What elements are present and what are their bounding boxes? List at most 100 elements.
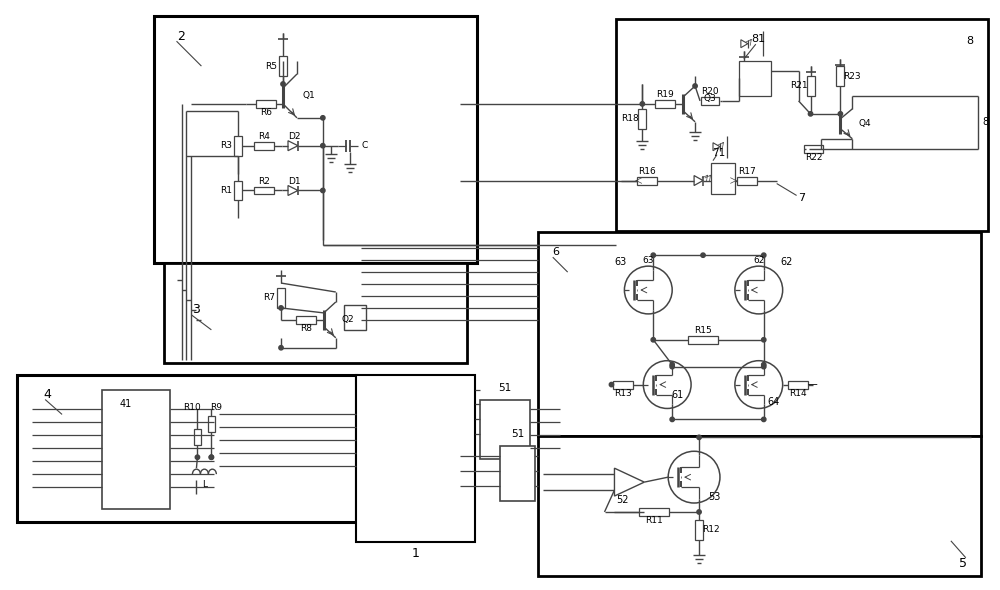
Text: 62: 62	[753, 255, 764, 265]
Text: 4: 4	[43, 388, 51, 401]
Bar	[538, 437, 981, 576]
Text: R11: R11	[645, 516, 663, 526]
Text: R21: R21	[790, 81, 807, 90]
Bar	[256, 100, 276, 108]
Bar	[279, 56, 287, 76]
Text: R9: R9	[210, 403, 222, 412]
Bar	[637, 176, 657, 185]
Polygon shape	[288, 141, 298, 150]
Text: 3: 3	[192, 303, 200, 316]
Text: Q1: Q1	[303, 91, 316, 100]
Text: C: C	[362, 141, 368, 150]
Text: 61: 61	[671, 389, 683, 399]
Bar	[154, 17, 477, 263]
Text: L: L	[202, 480, 207, 489]
Bar	[616, 19, 988, 231]
Bar	[277, 288, 285, 308]
Circle shape	[209, 455, 214, 460]
Bar	[639, 508, 669, 516]
Bar	[208, 417, 215, 432]
Circle shape	[609, 382, 614, 387]
Text: 51: 51	[511, 430, 524, 440]
Text: D2: D2	[288, 132, 300, 141]
Text: 7: 7	[798, 194, 805, 204]
Text: R5: R5	[265, 61, 277, 71]
Bar	[480, 399, 530, 459]
Circle shape	[651, 337, 655, 342]
Circle shape	[808, 112, 813, 116]
Circle shape	[668, 451, 720, 503]
Circle shape	[321, 116, 325, 120]
Text: R7: R7	[263, 293, 275, 303]
Bar	[254, 142, 274, 150]
Text: R12: R12	[702, 525, 720, 535]
Text: Q4: Q4	[858, 119, 871, 128]
Polygon shape	[694, 176, 703, 185]
Text: Q2: Q2	[342, 316, 354, 325]
Polygon shape	[614, 468, 644, 496]
Text: R3: R3	[220, 141, 232, 150]
Text: R14: R14	[789, 389, 806, 398]
Bar	[500, 446, 535, 501]
Circle shape	[762, 253, 766, 257]
Bar	[655, 100, 675, 108]
Bar	[638, 109, 646, 129]
Circle shape	[321, 188, 325, 193]
Text: R13: R13	[615, 389, 632, 398]
Text: R10: R10	[184, 403, 201, 412]
Circle shape	[697, 510, 701, 514]
Bar	[254, 186, 274, 195]
Bar	[695, 520, 703, 540]
Bar	[194, 430, 201, 445]
Text: R23: R23	[844, 71, 861, 81]
Bar	[344, 305, 366, 330]
Circle shape	[735, 360, 783, 408]
Circle shape	[701, 253, 705, 257]
Circle shape	[281, 82, 285, 86]
Circle shape	[209, 455, 214, 460]
Bar	[711, 163, 735, 195]
Bar	[234, 181, 242, 201]
Circle shape	[321, 143, 325, 148]
Bar	[804, 145, 823, 153]
Circle shape	[693, 84, 697, 88]
Text: 41: 41	[120, 399, 132, 409]
Text: R8: R8	[300, 324, 312, 333]
Circle shape	[762, 417, 766, 422]
Circle shape	[279, 306, 283, 310]
Text: 63: 63	[643, 255, 654, 265]
Text: 1: 1	[411, 548, 419, 560]
Bar	[807, 76, 815, 96]
Text: 8: 8	[966, 36, 973, 46]
Text: R18: R18	[622, 114, 639, 123]
Text: 62: 62	[780, 257, 793, 267]
Circle shape	[838, 112, 843, 116]
Bar	[737, 176, 757, 185]
Text: 8: 8	[983, 117, 989, 127]
Text: 2: 2	[178, 30, 185, 42]
Text: R20: R20	[701, 87, 719, 96]
Text: 64: 64	[768, 398, 780, 408]
Text: 6: 6	[552, 247, 559, 257]
Text: 51: 51	[498, 382, 512, 392]
Text: R2: R2	[258, 177, 270, 186]
Text: 5: 5	[959, 557, 967, 570]
Circle shape	[735, 266, 783, 314]
Text: R4: R4	[258, 132, 270, 141]
Text: R19: R19	[656, 90, 674, 100]
Polygon shape	[288, 185, 298, 195]
Text: R17: R17	[738, 167, 756, 176]
Bar	[701, 97, 719, 105]
Bar	[356, 375, 475, 542]
Text: 52: 52	[616, 495, 629, 505]
Text: D1: D1	[288, 177, 300, 186]
Text: R6: R6	[260, 109, 272, 117]
Circle shape	[640, 101, 645, 106]
Circle shape	[624, 266, 672, 314]
Polygon shape	[713, 143, 720, 150]
Circle shape	[279, 346, 283, 350]
Text: R1: R1	[220, 186, 232, 195]
Text: 71: 71	[712, 148, 726, 158]
Text: R15: R15	[694, 326, 712, 335]
Circle shape	[762, 365, 766, 369]
